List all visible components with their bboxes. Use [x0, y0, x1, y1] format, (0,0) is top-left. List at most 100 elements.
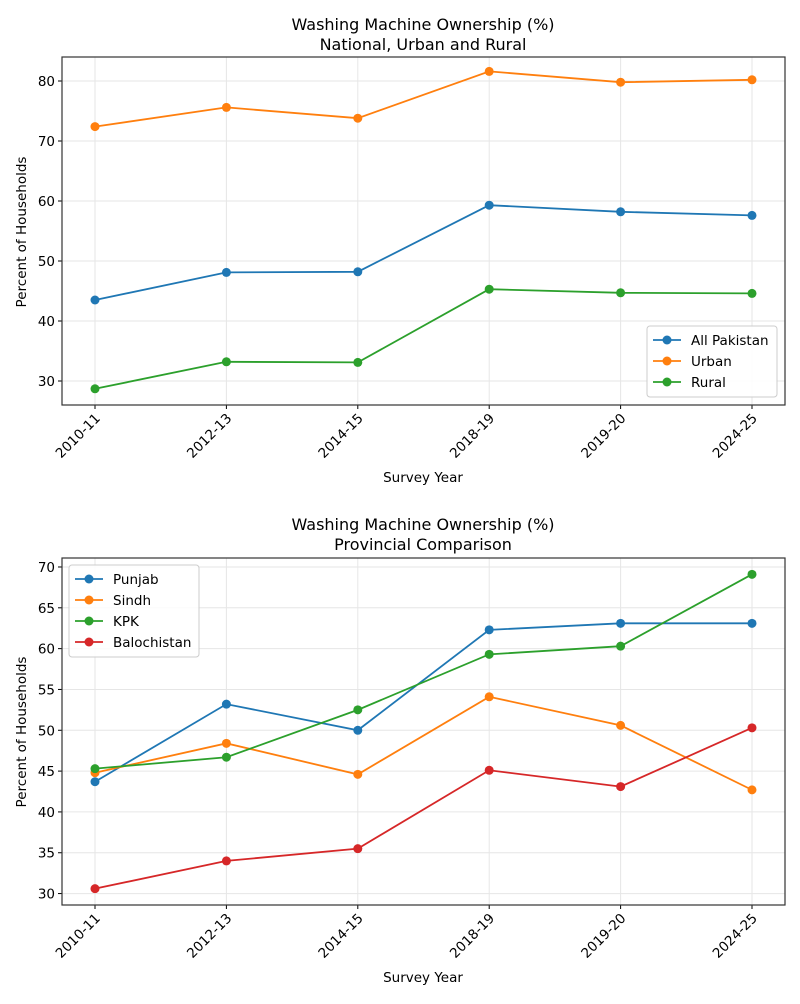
y-axis-label: Percent of Households	[14, 657, 30, 808]
legend-marker	[84, 637, 94, 647]
legend-label: Urban	[691, 354, 732, 370]
y-tick-label: 65	[38, 601, 55, 617]
data-point	[221, 699, 231, 709]
data-point	[221, 856, 231, 866]
data-point	[221, 357, 231, 367]
legend-box	[68, 564, 200, 658]
data-point	[90, 122, 100, 132]
x-tick-label: 2024-25	[710, 911, 761, 962]
data-point	[353, 725, 363, 735]
data-point	[616, 641, 626, 651]
data-point	[90, 777, 100, 787]
series-kpk	[90, 569, 757, 774]
y-tick-label: 40	[38, 314, 55, 330]
data-point	[221, 267, 231, 277]
data-point	[90, 884, 100, 894]
legend-item: Punjab	[75, 572, 159, 588]
series-line	[94, 573, 753, 770]
x-tick-label: 2018-19	[447, 911, 498, 962]
legend-label: Balochistan	[113, 635, 191, 651]
plot-frame	[61, 557, 786, 906]
legend-marker	[84, 595, 94, 605]
legend-item: All Pakistan	[653, 333, 769, 349]
legend: Punjab Sindh KPK Balochistan	[68, 564, 200, 658]
x-tick-label: 2019-20	[578, 911, 629, 962]
data-point	[616, 782, 626, 792]
plot-frame	[61, 56, 786, 406]
legend-item: Rural	[653, 375, 726, 391]
data-point	[353, 357, 363, 367]
chart-national-urban-rural: Washing Machine Ownership (%) National, …	[14, 15, 786, 486]
x-tick-label: 2014-15	[315, 411, 366, 462]
legend-item: Sindh	[75, 593, 151, 609]
data-point	[747, 618, 757, 628]
data-point	[747, 569, 757, 579]
x-tick-label: 2012-13	[184, 411, 235, 462]
y-tick-label: 35	[38, 846, 55, 862]
x-axis-label: Survey Year	[383, 470, 463, 486]
data-point	[484, 284, 494, 294]
y-tick-label: 70	[38, 560, 55, 576]
data-point	[221, 738, 231, 748]
chart-title: Washing Machine Ownership (%)	[291, 515, 554, 534]
y-tick-label: 80	[38, 74, 55, 90]
gridlines	[62, 57, 785, 405]
legend-label: Punjab	[113, 572, 159, 588]
data-point	[484, 625, 494, 635]
data-point	[616, 77, 626, 87]
data-point	[747, 210, 757, 220]
x-tick-label: 2018-19	[447, 411, 498, 462]
data-point	[221, 752, 231, 762]
chart-subtitle: Provincial Comparison	[334, 535, 512, 554]
chart-title: Washing Machine Ownership (%)	[291, 15, 554, 34]
y-tick-label: 50	[38, 254, 55, 270]
data-point	[484, 765, 494, 775]
y-axis-label: Percent of Households	[14, 157, 30, 308]
data-point	[484, 649, 494, 659]
data-point	[353, 267, 363, 277]
data-point	[484, 66, 494, 76]
x-tick-label: 2010-11	[53, 411, 104, 462]
series-line	[94, 622, 752, 783]
series-sindh	[90, 692, 757, 795]
data-point	[747, 785, 757, 795]
x-tick-label: 2019-20	[578, 411, 629, 462]
data-point	[353, 113, 363, 123]
data-point	[484, 200, 494, 210]
data-point	[616, 618, 626, 628]
legend-item: Balochistan	[75, 635, 191, 651]
y-tick-label: 30	[38, 887, 55, 903]
data-point	[616, 720, 626, 730]
series-balochistan	[90, 723, 757, 894]
chart-subtitle: National, Urban and Rural	[320, 35, 527, 54]
series-line	[94, 695, 753, 791]
data-point	[616, 207, 626, 217]
data-point	[221, 102, 231, 112]
x-axis-label: Survey Year	[383, 970, 463, 986]
legend: All Pakistan Urban Rural	[646, 325, 778, 398]
series-rural	[90, 284, 757, 394]
data-point	[616, 288, 626, 298]
series-line	[94, 288, 753, 390]
data-point	[90, 295, 100, 305]
series-all-pakistan	[90, 200, 757, 305]
legend-marker	[84, 616, 94, 626]
legend-item: Urban	[653, 354, 732, 370]
legend-marker	[84, 574, 94, 584]
legend-box	[646, 325, 778, 398]
legend-item: KPK	[75, 614, 140, 630]
data-point	[353, 769, 363, 779]
legend-marker	[662, 356, 672, 366]
x-tick-label: 2012-13	[184, 911, 235, 962]
series-urban	[90, 66, 757, 132]
legend-marker	[662, 377, 672, 387]
y-tick-label: 60	[38, 642, 55, 658]
series-punjab	[90, 618, 757, 787]
data-point	[353, 705, 363, 715]
legend-label: KPK	[113, 614, 140, 630]
y-tick-label: 70	[38, 134, 55, 150]
legend-label: All Pakistan	[691, 333, 769, 349]
data-point	[353, 844, 363, 854]
data-point	[90, 384, 100, 394]
